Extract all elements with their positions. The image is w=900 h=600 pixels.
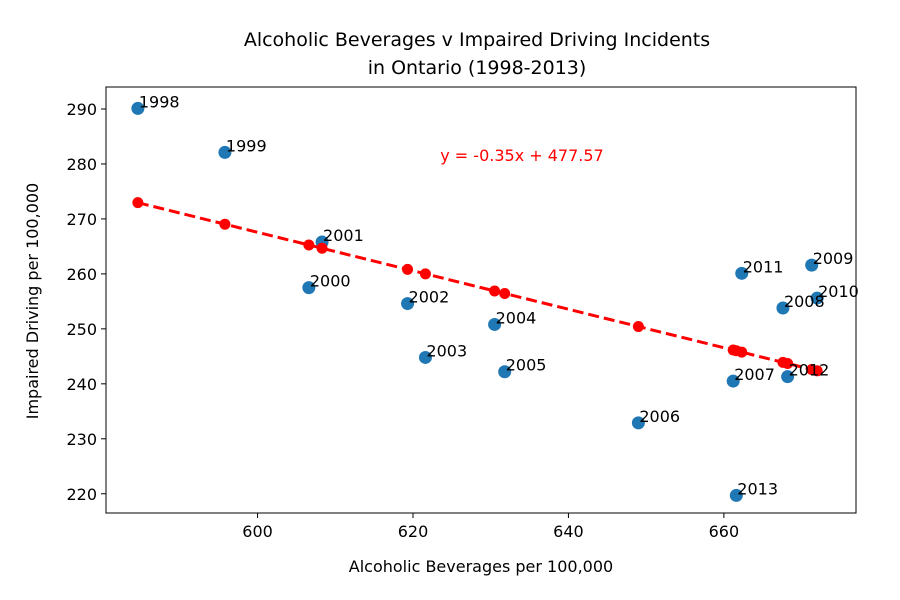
y-tick-label: 230 [66,430,97,449]
trendline-point [402,263,414,275]
y-tick-label: 290 [66,100,97,119]
trendline-point [132,197,144,209]
y-tick-label: 260 [66,265,97,284]
x-tick-label: 620 [398,522,429,541]
trendline-point [419,268,431,280]
data-point [218,145,232,159]
data-point [805,258,819,272]
data-point [418,350,432,364]
data-point [488,317,502,331]
point-label: 2009 [813,249,854,268]
point-label: 2007 [734,365,775,384]
x-tick-label: 660 [709,522,740,541]
point-label: 2005 [506,356,547,375]
point-label: 2013 [737,479,778,498]
x-tick-label: 600 [242,522,273,541]
data-point [729,488,743,502]
x-tick-label: 640 [553,522,584,541]
data-point [401,297,415,311]
point-label: 1998 [139,92,180,111]
point-label: 2001 [323,226,364,245]
y-tick-label: 270 [66,210,97,229]
point-label: 2004 [496,308,537,327]
point-label: 2008 [784,292,825,311]
data-point [810,291,824,305]
trendline-point [811,365,823,377]
y-tick-label: 280 [66,155,97,174]
chart-title-line-1: Alcoholic Beverages v Impaired Driving I… [244,29,710,51]
point-label: 2012 [789,361,830,380]
point-label: 2006 [639,407,680,426]
y-tick-label: 240 [66,375,97,394]
axis-ticks: 600 620 640 660 220 230 240 250 260 270 280 290 [66,100,739,541]
point-label: 1999 [226,136,267,155]
chart-title-line-2: in Ontario (1998-2013) [368,57,587,79]
trendline-point [730,345,742,357]
trendline [137,201,818,373]
trendline-equation: y = -0.35x + 477.57 [440,146,603,165]
trendline-point [499,287,511,299]
data-point [498,365,512,379]
point-label: 2003 [426,341,467,360]
point-label: 2000 [310,272,351,291]
y-tick-label: 220 [66,485,97,504]
trendline-point [219,218,231,230]
data-point [781,370,795,384]
y-axis-title: Impaired Driving per 100,000 [23,183,42,420]
data-point [776,301,790,315]
plot-area: 1998 1999 2000 2001 2002 2003 2004 2005 2006 2007… [131,92,859,502]
data-point [131,101,145,115]
trendline-point [303,239,315,251]
data-point [302,281,316,295]
trendline-point [632,321,644,333]
data-point [735,266,749,280]
y-tick-label: 250 [66,320,97,339]
trendline-point [489,285,501,297]
trendline-point [316,242,328,254]
point-label: 2011 [743,257,784,276]
data-point [631,416,645,430]
point-label: 2010 [818,282,859,301]
point-label: 2002 [409,288,450,307]
x-axis-title: Alcoholic Beverages per 100,000 [349,557,613,576]
trendline-point [782,357,794,369]
plot-frame [105,86,857,514]
data-point [726,374,740,388]
